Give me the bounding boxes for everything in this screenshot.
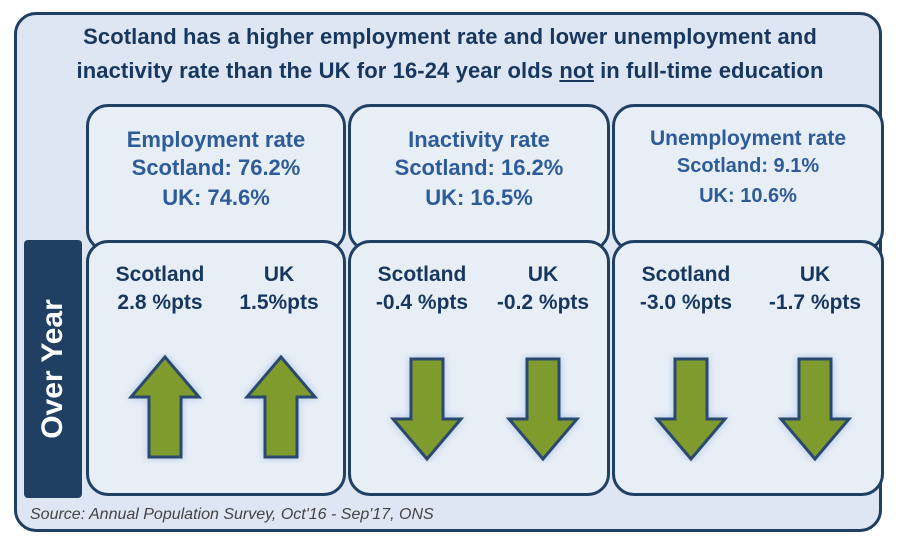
arrow-down-icon	[653, 357, 729, 462]
arrow-down-icon	[389, 357, 465, 462]
headline-emphasis: not	[559, 58, 594, 83]
panel-unemployment-rate: Unemployment rate Scotland: 9.1% UK: 10.…	[612, 104, 884, 252]
headline-line-2-prefix: inactivity rate than the UK for 16-24 ye…	[76, 58, 554, 83]
scotland-change: Scotland -0.4 %pts	[363, 261, 481, 317]
change-card-employment: Scotland 2.8 %pts UK 1.5%pts	[86, 240, 346, 496]
arrow-down-icon	[505, 357, 581, 462]
panel-title: Inactivity rate	[408, 127, 550, 152]
scotland-change: Scotland 2.8 %pts	[105, 261, 215, 317]
arrow-up-icon	[243, 354, 319, 459]
side-label-text: Over Year	[36, 299, 69, 439]
panel-inactivity-rate: Inactivity rate Scotland: 16.2% UK: 16.5…	[348, 104, 610, 252]
uk-change: UK -1.7 %pts	[755, 261, 875, 317]
change-card-inactivity: Scotland -0.4 %pts UK -0.2 %pts	[348, 240, 610, 496]
panel-scotland-value: Scotland: 9.1%	[676, 155, 820, 177]
scotland-label: Scotland	[377, 263, 467, 286]
scotland-change-value: 2.8 %pts	[117, 291, 203, 314]
panel-scotland-value: Scotland: 76.2%	[131, 155, 301, 180]
panel-title: Unemployment rate	[649, 127, 847, 150]
arrow-up-icon	[127, 354, 203, 459]
scotland-change-value: -0.4 %pts	[375, 291, 469, 314]
panel-scotland-value: Scotland: 16.2%	[394, 155, 564, 180]
uk-label: UK	[799, 263, 831, 286]
scotland-label: Scotland	[641, 263, 731, 286]
headline-line-2: inactivity rate than the UK for 16-24 ye…	[18, 54, 882, 88]
uk-change-value: 1.5%pts	[239, 291, 319, 314]
panel-employment-rate: Employment rate Scotland: 76.2% UK: 74.6…	[86, 104, 346, 252]
panel-title: Employment rate	[126, 127, 306, 152]
headline-line-1: Scotland has a higher employment rate an…	[83, 24, 817, 49]
uk-change: UK -0.2 %pts	[483, 261, 603, 317]
panel-uk-value: UK: 10.6%	[699, 185, 797, 207]
panel-uk-value: UK: 16.5%	[425, 185, 533, 210]
headline-line-2-suffix: in full-time education	[600, 58, 824, 83]
source-note: Source: Annual Population Survey, Oct'16…	[30, 506, 434, 523]
headline: Scotland has a higher employment rate an…	[18, 20, 882, 88]
uk-change-value: -1.7 %pts	[768, 291, 862, 314]
arrow-down-icon	[777, 357, 853, 462]
uk-change: UK 1.5%pts	[229, 261, 329, 317]
uk-label: UK	[263, 263, 295, 286]
uk-change-value: -0.2 %pts	[496, 291, 590, 314]
scotland-change-value: -3.0 %pts	[639, 291, 733, 314]
scotland-label: Scotland	[115, 263, 205, 286]
scotland-change: Scotland -3.0 %pts	[627, 261, 745, 317]
uk-label: UK	[527, 263, 559, 286]
over-year-side-label: Over Year	[24, 240, 82, 498]
change-card-unemployment: Scotland -3.0 %pts UK -1.7 %pts	[612, 240, 884, 496]
panel-uk-value: UK: 74.6%	[162, 185, 270, 210]
